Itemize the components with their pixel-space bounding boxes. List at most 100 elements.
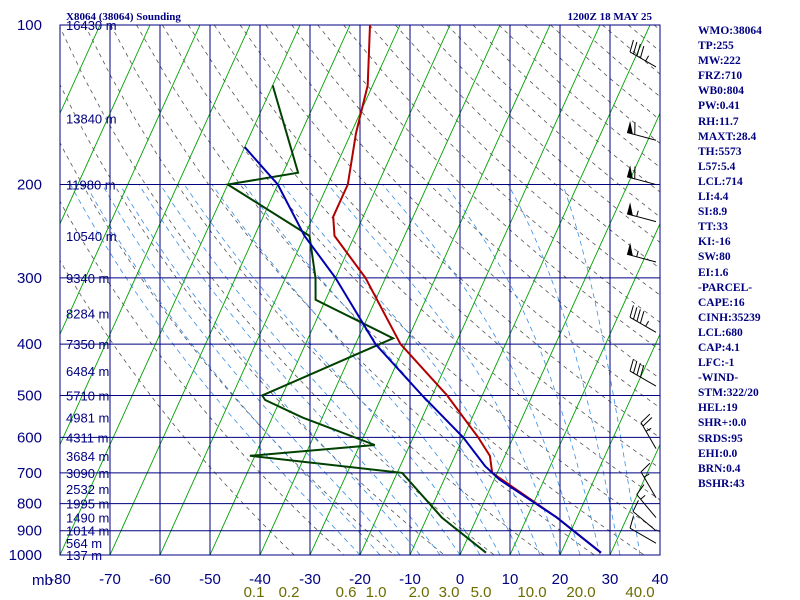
adiabat-lines	[60, 25, 660, 555]
index-line: RH:11.7	[698, 115, 739, 128]
index-line: EHI:0.0	[698, 447, 738, 460]
barb-flag	[636, 363, 641, 376]
dry-adiabat-line	[317, 25, 660, 351]
index-line: SW:80	[698, 251, 731, 264]
barb-flag	[629, 305, 634, 318]
height-label: 1995 m	[66, 497, 109, 512]
pressure-tick-label: 100	[17, 17, 42, 34]
index-line: PW:0.41	[698, 100, 740, 113]
height-label: 13840 m	[66, 111, 117, 126]
index-line: LI:4.4	[698, 191, 729, 204]
wind-barb	[629, 39, 657, 68]
isotherm-line	[459, 112, 660, 555]
wind-barb	[640, 462, 657, 499]
index-line: BRN:0.4	[698, 462, 741, 475]
barb-half-flag	[636, 210, 639, 217]
chart-title: X8064 (38064) Sounding	[66, 11, 181, 23]
moist-adiabat-line	[70, 184, 361, 555]
isotherm-line	[359, 25, 601, 555]
dry-adiabat-line	[187, 25, 660, 501]
mixing-ratio-label: 0.6	[336, 584, 357, 600]
wind-barb	[632, 500, 657, 532]
barb-staff	[629, 370, 657, 387]
mixing-ratio-label: 2.0	[409, 584, 430, 600]
isotherm-line	[409, 25, 651, 555]
height-label: 11980 m	[66, 178, 116, 193]
height-label: 8284 m	[66, 306, 109, 321]
pressure-tick-label: 900	[17, 523, 42, 540]
barb-flag	[636, 309, 641, 322]
barb-flag	[633, 41, 638, 55]
dry-adiabat-line	[239, 25, 660, 439]
temperature-tick-label: -70	[99, 571, 121, 588]
isotherm-line	[309, 25, 551, 555]
dry-adiabat-line	[213, 25, 660, 469]
dewpoint-line	[225, 85, 487, 554]
mixing-ratio-label: 40.0	[625, 584, 654, 600]
plot-frame	[59, 24, 661, 556]
wind-barb	[626, 120, 657, 141]
barb-staff	[626, 253, 657, 263]
dry-adiabat-line	[420, 25, 660, 243]
moist-adiabat-line	[119, 184, 421, 555]
index-line: WMO:38064	[698, 25, 762, 37]
index-line: LFC:-1	[698, 357, 735, 370]
moist-adiabat-line	[211, 184, 501, 555]
height-label: 137 m	[66, 548, 102, 563]
isotherm-line	[209, 25, 451, 555]
index-line: MW:222	[698, 55, 741, 68]
moist-adiabat-line	[444, 184, 601, 555]
barb-pennant	[627, 242, 633, 256]
isotherm-line	[609, 443, 660, 555]
wind-barb	[626, 165, 657, 186]
dry-adiabat-line	[162, 25, 660, 533]
temperature-tick-label: 10	[502, 571, 519, 588]
mixing-ratio-label: 5.0	[471, 584, 492, 600]
barb-staff	[629, 51, 657, 68]
temperature-tick-label: -60	[149, 571, 171, 588]
barb-staff	[626, 176, 657, 186]
barb-half-flag	[643, 473, 650, 478]
temperature-tick-label: 20	[552, 571, 569, 588]
wind-barbs	[626, 39, 657, 544]
barb-flag	[639, 45, 645, 59]
temperature-tick-label: -80	[49, 571, 71, 588]
barb-staff	[636, 494, 657, 518]
dry-adiabat-line	[60, 26, 495, 555]
barb-flag	[640, 413, 651, 424]
dry-adiabat-line	[60, 83, 445, 555]
temperature-tick-label: -50	[199, 571, 221, 588]
temperature-tick-label: 0	[456, 571, 464, 588]
barb-pennant	[627, 120, 633, 135]
temperature-tick-label: 30	[602, 571, 619, 588]
index-line: MAXT:28.4	[698, 130, 757, 143]
height-label: 4311 m	[66, 430, 108, 445]
index-line: WB0:804	[698, 85, 744, 98]
barb-flag	[636, 484, 645, 495]
barb-flag	[629, 516, 634, 529]
moist-adiabat-line	[382, 184, 581, 555]
index-line: EI:1.6	[698, 266, 729, 279]
mixing-ratio-label: 1.0	[366, 584, 387, 600]
indices-panel: WMO:38064 TP:255 MW:222 FRZ:710 WB0:804 PW:0.…	[698, 24, 798, 492]
dry-adiabat-line	[60, 259, 295, 555]
barb-half-flag	[645, 320, 650, 327]
parcel-line	[243, 146, 602, 554]
index-line: SI:8.9	[698, 206, 728, 219]
index-line: CAPE:16	[698, 296, 745, 309]
moist-adiabat-line	[507, 184, 621, 555]
mixing-ratio-label: 10.0	[517, 584, 546, 600]
height-label: 10540 m	[66, 229, 117, 244]
dry-adiabat-line	[265, 25, 660, 409]
pressure-tick-label: 200	[17, 177, 42, 194]
wind-barb	[626, 242, 657, 263]
mixing-ratio-label: 0.2	[279, 584, 300, 600]
isotherm-line	[60, 25, 251, 446]
barb-staff	[640, 471, 657, 499]
index-line: HEL:19	[698, 402, 738, 415]
height-label: 3684 m	[66, 449, 109, 464]
barb-flag	[636, 43, 641, 57]
sounding-time: 1200Z 18 MAY 25	[568, 11, 653, 23]
